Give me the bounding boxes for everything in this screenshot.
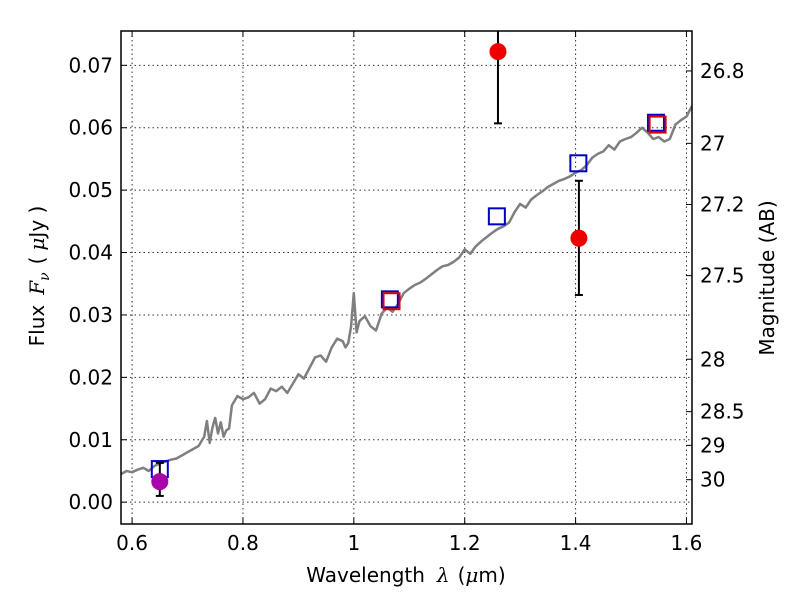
x-axis-title-symbol: λ xyxy=(436,563,450,587)
x-tick-label: 0.6 xyxy=(116,531,148,555)
y-axis-left: 0.00 0.01 0.02 0.03 0.04 0.05 0.06 0.07 xyxy=(68,53,127,514)
model-photometry-square xyxy=(646,113,665,132)
observed-point-red xyxy=(570,229,588,247)
y2-tick-label: 27 xyxy=(700,131,725,155)
y2-tick-label: 28 xyxy=(700,347,725,371)
x-axis-title: Wavelength λ (μm) xyxy=(306,563,505,587)
y2-tick-label: 30 xyxy=(700,468,725,492)
y2-tick-label: 27.5 xyxy=(700,264,745,288)
y-tick-label: 0.05 xyxy=(68,178,113,202)
synthetic-photometry-square xyxy=(648,115,667,134)
grid-lines xyxy=(121,31,692,524)
x-axis-unit-rest: m) xyxy=(478,563,505,587)
y-axis-title-word: Flux xyxy=(25,305,49,347)
x-axis: 0.6 0.8 1 1.2 1.4 1.6 xyxy=(116,31,702,555)
observed-point-red xyxy=(489,43,507,61)
model-photometry-square xyxy=(487,207,506,226)
y-axis-unit-open: ( xyxy=(25,257,49,265)
synthetic-photometry-square xyxy=(382,292,401,311)
y-tick-label: 0.03 xyxy=(68,303,113,327)
series-layer xyxy=(121,31,692,497)
y-axis-unit-rest: Jy ) xyxy=(25,206,49,240)
x-axis-title-word: Wavelength xyxy=(306,563,425,587)
y-tick-label: 0.06 xyxy=(68,116,113,140)
x-tick-label: 0.8 xyxy=(227,531,259,555)
y-axis-title-subscript: ν xyxy=(37,272,53,281)
y2-tick-label: 27.2 xyxy=(700,192,745,216)
y2-tick-label: 28.5 xyxy=(700,400,745,424)
y-axis-unit-mu: μ xyxy=(25,238,49,251)
y-tick-label: 0.00 xyxy=(68,490,113,514)
y2-tick-label: 29 xyxy=(700,433,725,457)
y-axis-right: 26.8 27 27.2 27.5 28 28.5 29 30 xyxy=(686,59,745,492)
x-tick-label: 1.6 xyxy=(671,531,703,555)
x-axis-unit-open: ( xyxy=(458,563,466,587)
y2-axis-title: Magnitude (AB) xyxy=(755,200,779,355)
model-spectrum-line xyxy=(121,105,692,476)
y-tick-label: 0.04 xyxy=(68,241,113,265)
x-tick-label: 1.4 xyxy=(560,531,592,555)
y-tick-label: 0.07 xyxy=(68,53,113,77)
model-photometry-square xyxy=(380,290,399,309)
observed-point-magenta xyxy=(151,473,169,491)
model-photometry-square xyxy=(569,154,588,173)
y-axis-title: Flux Fν ( μJy ) xyxy=(25,206,53,347)
x-tick-label: 1.2 xyxy=(449,531,481,555)
x-tick-label: 1 xyxy=(347,531,360,555)
y-axis-title-symbol: F xyxy=(25,280,49,296)
x-axis-unit-mu: μ xyxy=(465,563,478,587)
y-tick-label: 0.01 xyxy=(68,428,113,452)
plot-area xyxy=(121,31,692,497)
y-tick-label: 0.02 xyxy=(68,365,113,389)
plot-frame xyxy=(120,30,693,525)
y2-tick-label: 26.8 xyxy=(700,59,745,83)
